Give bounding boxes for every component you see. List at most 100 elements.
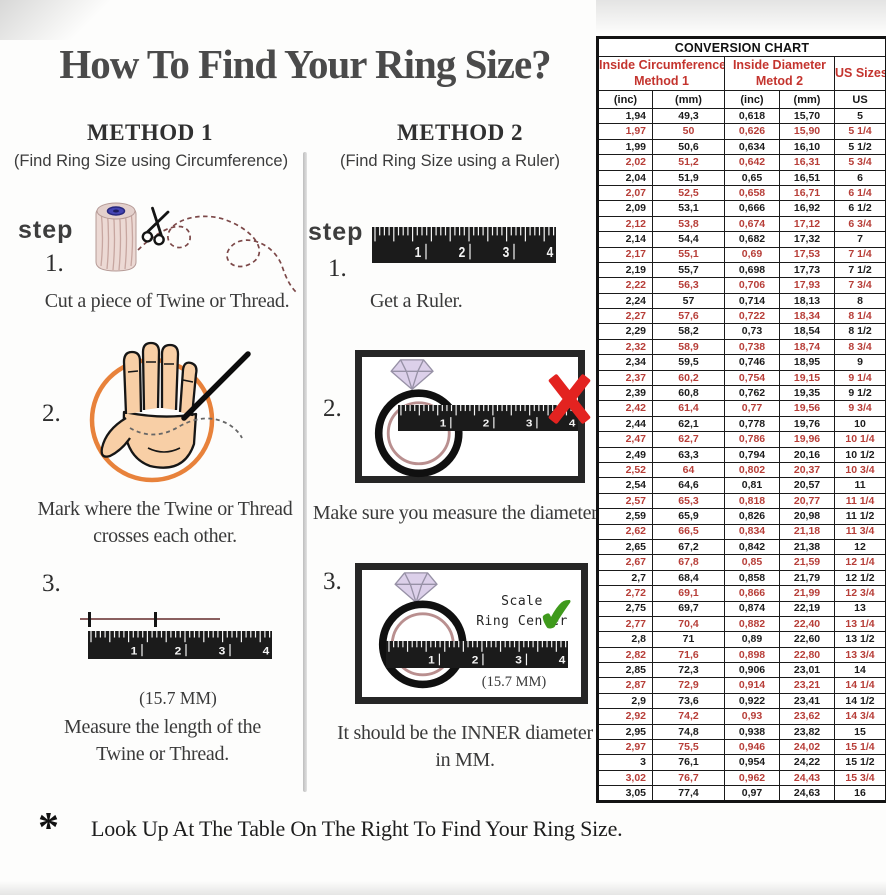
table-cell: 55,7: [652, 261, 725, 279]
table-cell: 17,12: [779, 215, 835, 233]
table-cell: 51,2: [652, 154, 725, 171]
table-cell: 2,49: [597, 446, 653, 463]
table-cell: 12 1/4: [833, 554, 886, 571]
table-cell: 0,682: [724, 231, 780, 248]
table-cell: 20,77: [779, 492, 835, 510]
table-row: 2,65 67,2 0,842 21,38 12: [597, 538, 886, 556]
table-cell: 17,73: [779, 261, 835, 279]
table-cell: 2,12: [597, 215, 653, 233]
table-cell: 5 3/4: [833, 154, 886, 171]
correct-measure-figure: Scale Ring Center ✔ 1 2 3 4 (15.7 MM): [355, 563, 588, 704]
table-row: 3 76,1 0,954 24,22 15 1/2: [597, 754, 886, 771]
table-cell: 3,05: [597, 785, 653, 802]
method2-heading: METHOD 2: [396, 120, 524, 145]
svg-text:2: 2: [472, 655, 479, 666]
table-cell: 53,8: [652, 215, 725, 233]
table-cell: 62,7: [652, 431, 725, 448]
table-cell: 0,73: [724, 323, 780, 340]
table-cell: 24,02: [779, 739, 835, 756]
table-cell: 0,938: [724, 723, 780, 741]
table-cell: 9: [833, 354, 886, 371]
table-cell: 68,4: [652, 569, 725, 587]
table-cell: 0,97: [724, 785, 780, 802]
table-cell: 6 3/4: [833, 215, 886, 233]
x-icon: [540, 371, 596, 427]
table-cell: 65,9: [652, 508, 725, 525]
svg-text:1: 1: [428, 655, 435, 666]
table-cell: 15 1/2: [833, 754, 886, 771]
table-cell: 23,01: [779, 662, 835, 679]
table-cell: 64: [652, 461, 725, 479]
table-cell: 0,642: [724, 154, 780, 171]
table-cell: 3,02: [597, 769, 653, 787]
table-row: 2,9 73,6 0,922 23,41 14 1/2: [597, 692, 886, 710]
table-cell: 0,722: [724, 308, 780, 325]
table-row: 3,05 77,4 0,97 24,63 16: [597, 785, 886, 802]
table-cell: 23,82: [779, 723, 835, 741]
ruler-icon: 1 2 3 4: [372, 227, 556, 263]
table-cell: 51,9: [652, 169, 725, 186]
table-cell: 0,786: [724, 431, 780, 448]
table-cell: 2,54: [597, 477, 653, 494]
table-cell: 2,85: [597, 662, 653, 679]
table-cell: 5 1/2: [833, 138, 886, 156]
table-cell: 24,22: [779, 754, 835, 771]
table-cell: 23,62: [779, 708, 835, 725]
svg-text:3: 3: [219, 645, 226, 658]
table-cell: 19,56: [779, 400, 835, 417]
table-cell: 19,96: [779, 431, 835, 448]
table-cell: 0,634: [724, 138, 780, 156]
table-cell: 57: [652, 292, 725, 310]
table-cell: 0,698: [724, 261, 780, 279]
table-cell: 2,97: [597, 739, 653, 756]
table-cell: 74,8: [652, 723, 725, 741]
table-cell: 15,90: [779, 123, 835, 140]
table-cell: 14 3/4: [833, 708, 886, 725]
table-cell: 65,3: [652, 492, 725, 510]
table-cell: 19,15: [779, 369, 835, 387]
table-cell: 16: [833, 785, 886, 802]
table-cell: 8 1/4: [833, 308, 886, 325]
svg-text:3: 3: [503, 244, 510, 260]
table-cell: 2,42: [597, 400, 653, 417]
table-cell: 67,8: [652, 554, 725, 571]
table-cell: 18,54: [779, 323, 835, 340]
table-cell: 72,9: [652, 677, 725, 694]
table-cell: 13 1/2: [833, 631, 886, 648]
table-cell: 0,898: [724, 646, 780, 664]
svg-text:1: 1: [440, 418, 447, 429]
table-cell: 2,52: [597, 461, 653, 479]
table-row: 2,12 53,8 0,674 17,12 6 3/4: [597, 215, 886, 233]
method2-step2-number: 2.: [323, 395, 342, 422]
table-row: 2,75 69,7 0,874 22,19 13: [597, 600, 886, 617]
table-row: 2,72 69,1 0,866 21,99 12 3/4: [597, 585, 886, 602]
table-cell: 0,826: [724, 508, 780, 525]
table-cell: 14: [833, 662, 886, 679]
svg-text:2: 2: [175, 645, 182, 658]
table-cell: 16,51: [779, 169, 835, 186]
method2-step2-caption: Make sure you measure the diameter.: [312, 502, 602, 524]
table-cell: 0,802: [724, 461, 780, 479]
table-cell: 49,3: [652, 107, 725, 125]
table-cell: 2,37: [597, 369, 653, 387]
method2-step3-caption: It should be the INNER diameter in MM.: [337, 722, 593, 771]
table-cell: 2,44: [597, 415, 653, 433]
table-cell: 59,5: [652, 354, 725, 371]
table-cell: 0,834: [724, 523, 780, 540]
scissors-icon: [141, 206, 170, 246]
method2-measurement: (15.7 MM): [481, 674, 547, 690]
table-cell: 11: [833, 477, 886, 494]
table-cell: 0,69: [724, 246, 780, 263]
scale-ring-center-label: Scale Ring Center: [476, 594, 568, 630]
corner-shade: [596, 0, 886, 34]
table-row: 2,8 71 0,89 22,60 13 1/2: [597, 631, 886, 648]
table-row: 2,57 65,3 0,818 20,77 11 1/4: [597, 492, 886, 510]
table-row: 2,42 61,4 0,77 19,56 9 3/4: [597, 400, 886, 417]
table-cell: 2,72: [597, 585, 653, 602]
table-cell: 15 3/4: [833, 769, 886, 787]
table-row: 2,54 64,6 0,81 20,57 11: [597, 477, 886, 494]
table-cell: 0,658: [724, 184, 780, 202]
table-cell: 10 1/4: [833, 431, 886, 448]
table-cell: 6: [833, 169, 886, 186]
ruler-icon: 1 2 3 4: [88, 631, 272, 659]
